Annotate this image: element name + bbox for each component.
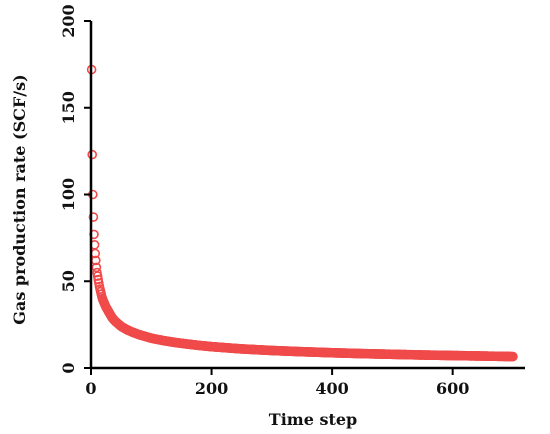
series-0 (86, 64, 518, 362)
y-tick-label: 200 (59, 4, 78, 37)
x-axis-title: Time step (269, 410, 357, 429)
y-tick-label: 150 (59, 91, 78, 124)
data-point (88, 212, 99, 222)
data-point (92, 267, 102, 278)
data-point (508, 351, 518, 362)
y-tick-label: 50 (59, 270, 78, 292)
data-point (92, 271, 103, 281)
x-tick-label: 200 (195, 379, 228, 398)
y-axis-title: Gas production rate (SCF/s) (10, 74, 29, 324)
x-tick-label: 0 (85, 379, 96, 398)
y-axis-ticks: 0 50 100 150 200 (59, 4, 91, 374)
x-axis-ticks: 0 200 400 600 (85, 368, 469, 398)
x-tick-label: 600 (436, 379, 469, 398)
x-tick-label: 400 (315, 379, 348, 398)
plot-area (86, 64, 518, 362)
data-point (91, 262, 102, 273)
y-tick-label: 0 (59, 362, 78, 373)
y-tick-label: 100 (59, 178, 78, 211)
data-point (94, 278, 104, 288)
data-point (93, 274, 104, 285)
